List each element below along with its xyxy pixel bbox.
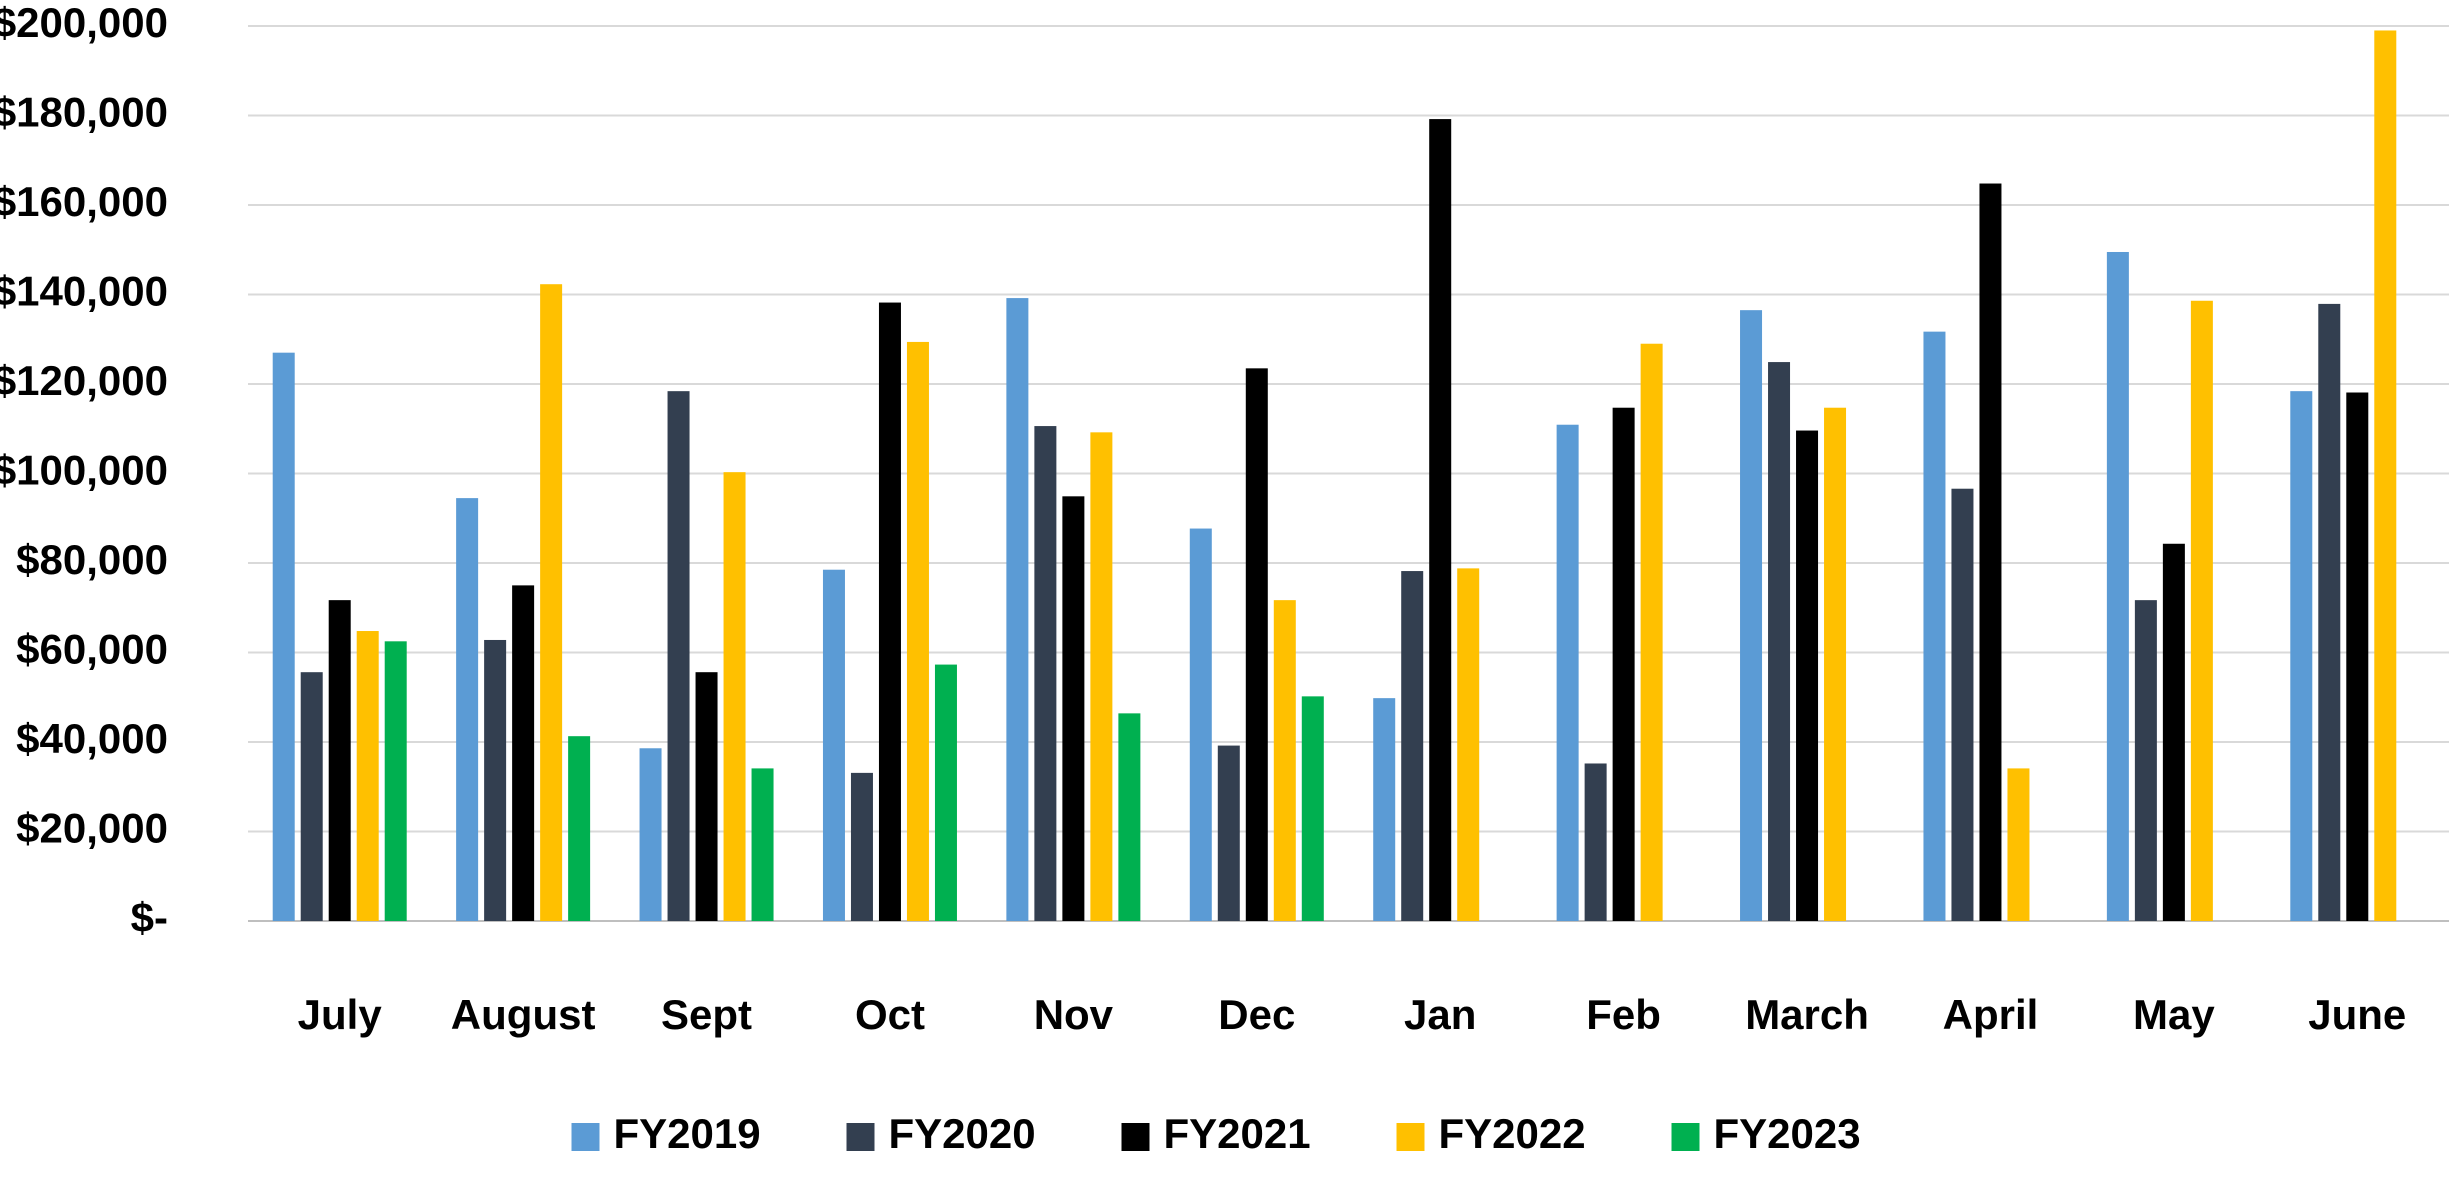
bar <box>1034 426 1057 921</box>
y-tick-label: $140,000 <box>0 268 168 315</box>
y-tick-label: $180,000 <box>0 89 168 136</box>
x-tick-label: March <box>1745 991 1869 1038</box>
y-tick-label: $- <box>131 894 168 941</box>
bar <box>356 631 379 921</box>
bar <box>878 302 901 921</box>
bar <box>1740 310 1763 922</box>
bar <box>850 772 873 921</box>
bar <box>512 585 535 921</box>
bar <box>1429 119 1452 921</box>
bar <box>822 569 845 921</box>
y-tick-label: $60,000 <box>16 626 168 673</box>
legend-label: FY2022 <box>1439 1110 1586 1157</box>
bar <box>1979 183 2002 921</box>
legend-swatch <box>571 1123 600 1151</box>
x-tick-label: May <box>2133 991 2215 1038</box>
bar <box>723 472 746 921</box>
bar <box>2374 30 2397 922</box>
bar <box>2106 251 2129 922</box>
bar <box>1217 745 1240 921</box>
x-tick-label: June <box>2308 991 2406 1038</box>
bar <box>1118 713 1141 921</box>
legend-label: FY2023 <box>1714 1110 1861 1157</box>
bar <box>667 391 690 921</box>
bar <box>384 641 407 921</box>
bar <box>1245 368 1268 921</box>
legend-swatch <box>1121 1123 1150 1151</box>
x-tick-label: Feb <box>1586 991 1661 1038</box>
bar <box>1612 407 1635 921</box>
bar <box>1768 362 1791 921</box>
bar <box>1556 424 1579 921</box>
bar <box>2007 768 2030 921</box>
bar <box>1189 528 1212 921</box>
y-tick-label: $200,000 <box>0 0 168 46</box>
y-tick-label: $120,000 <box>0 357 168 404</box>
bar <box>1062 496 1085 921</box>
y-tick-label: $40,000 <box>16 715 168 762</box>
bar <box>751 768 774 921</box>
x-tick-label: July <box>298 991 383 1038</box>
legend-swatch <box>1396 1123 1425 1151</box>
bar <box>272 352 295 921</box>
bar <box>2290 391 2313 921</box>
y-tick-label: $100,000 <box>0 447 168 494</box>
legend-swatch <box>846 1123 875 1151</box>
bar <box>1273 600 1296 921</box>
bar <box>1951 488 1974 921</box>
bar <box>1401 571 1424 921</box>
bar <box>1584 763 1607 921</box>
y-tick-label: $160,000 <box>0 178 168 225</box>
bar <box>1796 430 1819 921</box>
y-tick-label: $80,000 <box>16 536 168 583</box>
bar <box>2346 392 2369 921</box>
bar <box>1923 331 1946 922</box>
bar <box>2162 543 2185 921</box>
bar <box>1090 432 1113 921</box>
bar <box>1824 407 1847 921</box>
bar <box>300 672 323 921</box>
bar <box>568 736 591 921</box>
x-tick-label: Jan <box>1404 991 1476 1038</box>
bar <box>1301 696 1324 921</box>
legend-swatch <box>1671 1123 1700 1151</box>
bar <box>695 672 718 921</box>
bar <box>1457 568 1480 921</box>
x-tick-label: Dec <box>1218 991 1295 1038</box>
bar <box>2318 303 2341 922</box>
legend-label: FY2021 <box>1164 1110 1311 1157</box>
bar <box>328 600 351 921</box>
bar <box>934 664 957 921</box>
x-tick-label: Sept <box>661 991 752 1038</box>
legend-label: FY2019 <box>614 1110 761 1157</box>
bar <box>456 498 479 921</box>
x-tick-label: Oct <box>855 991 925 1038</box>
bar <box>484 639 507 921</box>
bar <box>1006 298 1029 922</box>
bar <box>1640 343 1663 922</box>
bar <box>2190 300 2213 921</box>
bar <box>2134 600 2157 921</box>
bar <box>1373 698 1396 921</box>
x-tick-label: Nov <box>1034 991 1114 1038</box>
bar <box>639 748 662 921</box>
x-tick-label: August <box>451 991 596 1038</box>
bar <box>906 341 929 921</box>
y-tick-label: $20,000 <box>16 805 168 852</box>
legend-label: FY2020 <box>889 1110 1036 1157</box>
x-tick-label: April <box>1943 991 2039 1038</box>
bar <box>540 284 563 921</box>
